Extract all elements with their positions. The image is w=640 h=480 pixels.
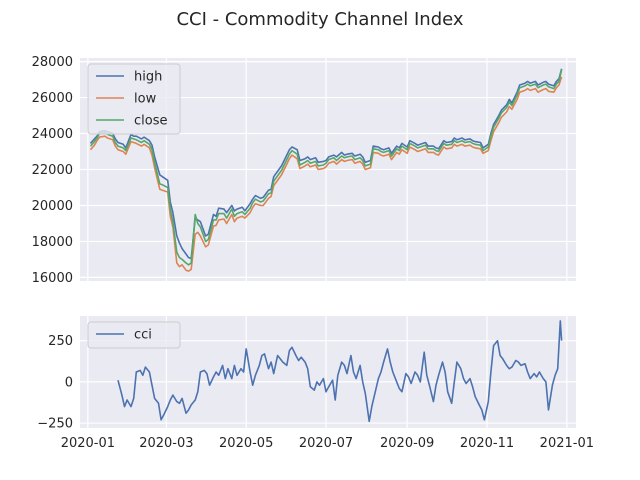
- series-line-close: [89, 69, 563, 266]
- series-line-high: [89, 68, 563, 260]
- x-tick-label: 2020-01: [61, 436, 115, 451]
- legend-label-close: close: [134, 114, 167, 129]
- x-tick-label: 2020-09: [380, 436, 434, 451]
- price-y-tick-label: 16000: [32, 271, 73, 286]
- series-line-low: [89, 76, 563, 272]
- series-line-cci: [117, 320, 563, 423]
- price-y-tick-label: 20000: [32, 199, 73, 214]
- legend-label-high: high: [134, 70, 162, 85]
- price-y-tick-label: 28000: [32, 55, 73, 70]
- cci-panel: −250 0 250 2020-01 2020-03 2020-05 2020-07 2020…: [37, 316, 594, 451]
- legend-label-cci: cci: [134, 328, 152, 343]
- cci-legend: cci: [87, 321, 181, 349]
- x-tick-label: 2020-03: [139, 436, 193, 451]
- legend-label-low: low: [134, 92, 157, 107]
- cci-y-tick-label: −250: [37, 417, 73, 432]
- price-legend: high low close: [87, 63, 181, 135]
- figure-title: CCI - Commodity Channel Index: [176, 9, 463, 30]
- x-tick-label: 2020-07: [299, 436, 353, 451]
- x-tick-label: 2020-11: [460, 436, 514, 451]
- x-tick-label: 2021-01: [540, 436, 594, 451]
- cci-y-tick-label: 0: [65, 375, 73, 390]
- price-panel: 16000 18000 20000 22000 24000 26000 28000 high l…: [32, 55, 576, 286]
- price-y-tick-label: 22000: [32, 163, 73, 178]
- price-legend-box: [87, 63, 181, 135]
- x-tick-label: 2020-05: [219, 436, 273, 451]
- price-y-tick-label: 26000: [32, 91, 73, 106]
- price-y-tick-label: 18000: [32, 235, 73, 250]
- cci-y-tick-label: 250: [48, 334, 73, 349]
- price-y-tick-label: 24000: [32, 127, 73, 142]
- cci-legend-box: [87, 321, 181, 349]
